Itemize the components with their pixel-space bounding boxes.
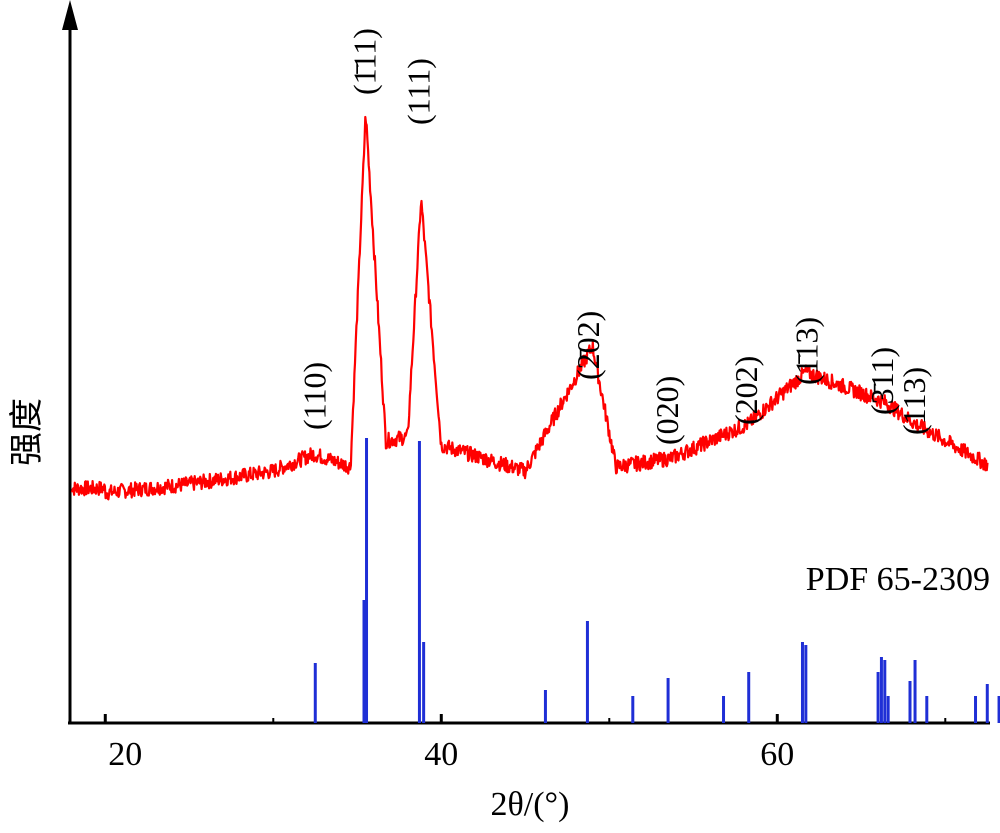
peak-label-0: (110): [296, 362, 332, 430]
reference-label: PDF 65-2309: [806, 561, 990, 598]
minor-ticks: [272, 718, 947, 723]
peak-label-8: (113): [896, 367, 932, 435]
x-tick-label-20: 20: [108, 736, 142, 773]
xrd-pattern-line: [71, 115, 989, 501]
peak-label-7: (3̄11): [864, 347, 900, 415]
reference-lines: [313, 438, 1000, 723]
peak-label-6: (1̄13): [789, 317, 825, 385]
peak-label-3: (2̄02): [570, 311, 606, 380]
peak-labels: (110) (1̄11) (111) (2̄02) (020) (202) (1̄13) (3…: [296, 28, 932, 445]
major-ticks: 20 40 60: [103, 714, 794, 773]
peak-label-1: (1̄11): [347, 28, 383, 95]
axes: [62, 0, 990, 725]
y-axis-arrow-icon: [62, 0, 78, 30]
peak-label-2: (111): [400, 58, 436, 125]
x-tick-label-40: 40: [424, 736, 458, 773]
peak-label-4: (020): [649, 376, 685, 445]
y-axis-title: 强度: [8, 398, 46, 466]
x-axis-title: 2θ/(°): [491, 786, 570, 823]
peak-label-5: (202): [728, 356, 764, 425]
x-tick-label-60: 60: [760, 736, 794, 773]
